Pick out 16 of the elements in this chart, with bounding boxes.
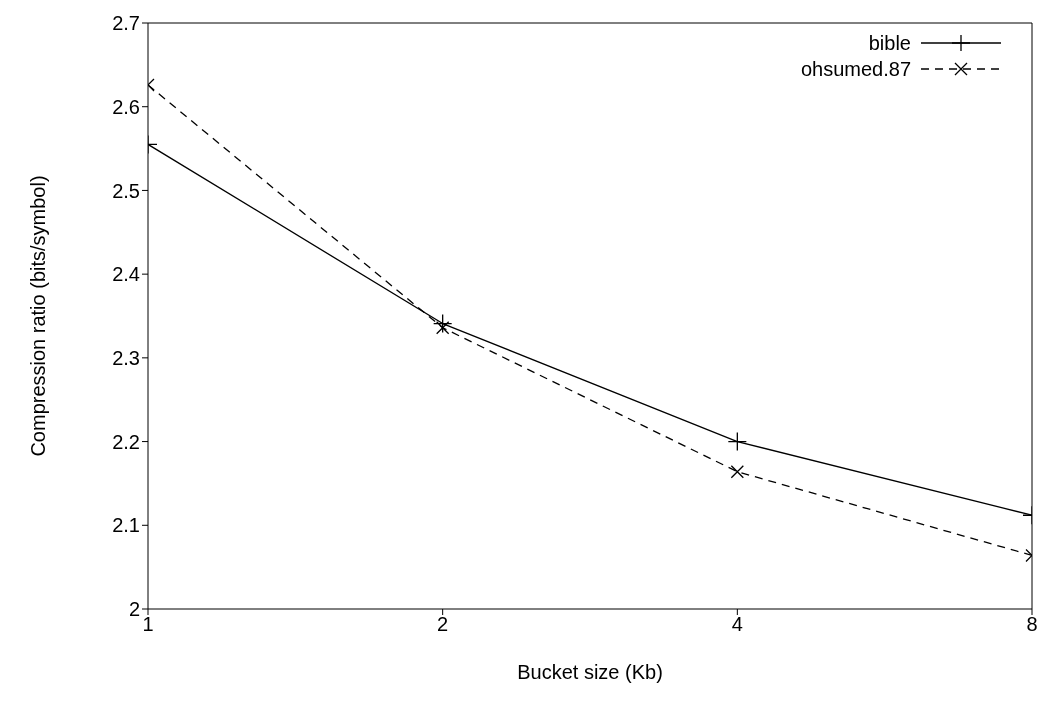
y-tick-label: 2.6	[112, 95, 140, 118]
y-tick-label: 2	[128, 598, 140, 621]
y-tick-label: 2.7	[112, 12, 140, 35]
y-tick-label: 2.2	[112, 430, 140, 453]
y-tick-label: 2.5	[112, 179, 140, 202]
x-tick-label: 2	[437, 613, 449, 636]
x-tick-label: 8	[1026, 613, 1038, 636]
y-tick-label: 2.3	[112, 346, 140, 369]
legend-label: bible	[868, 31, 911, 55]
x-tick-label: 1	[142, 613, 154, 636]
legend-label: ohsumed.87	[800, 57, 911, 81]
y-axis-title: Compression ratio (bits/symbol)	[27, 175, 50, 457]
y-tick-label: 2.1	[112, 514, 140, 537]
x-axis-title: Bucket size (Kb)	[517, 661, 663, 683]
x-tick-label: 4	[731, 613, 743, 636]
y-tick-label: 2.4	[112, 263, 140, 286]
